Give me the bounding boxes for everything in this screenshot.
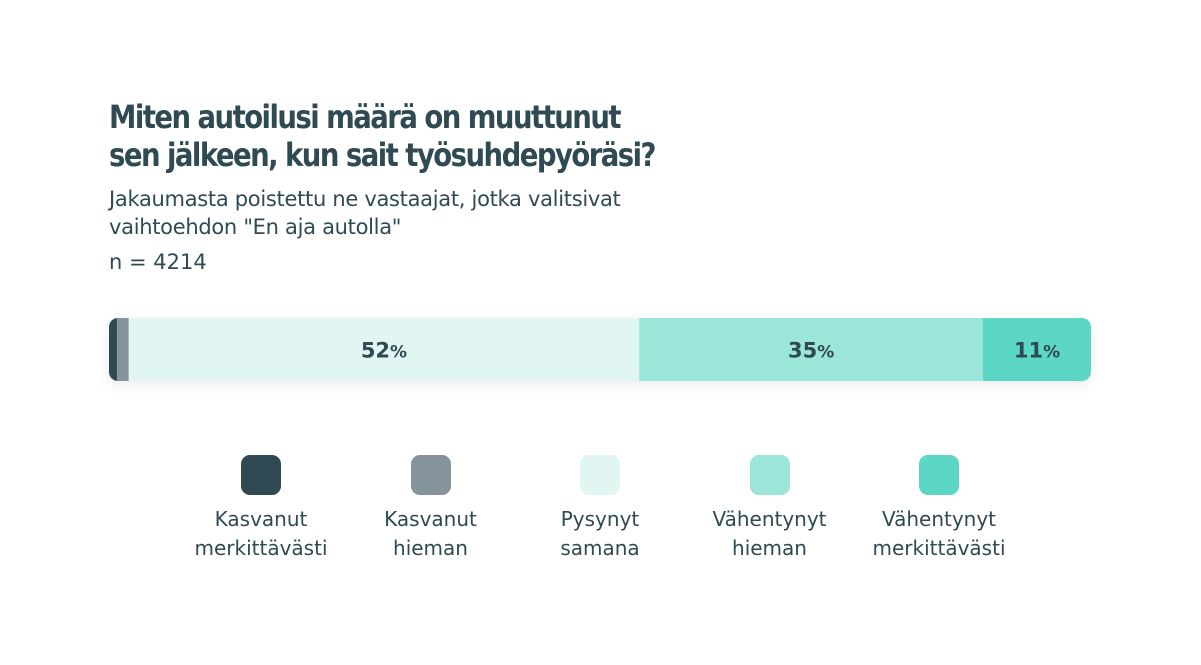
legend-item-4: Vähentynyt hieman xyxy=(685,455,855,563)
legend-label: Vähentynyt merkittävästi xyxy=(854,505,1024,563)
legend-label-line: Vähentynyt xyxy=(712,507,827,531)
data-label-value: 11 xyxy=(1014,339,1043,363)
legend-item-2: Kasvanut hieman xyxy=(346,455,516,563)
sample-size-label: n = 4214 xyxy=(109,250,207,274)
chart-subtitle-line: vaihtoehdon "En aja autolla" xyxy=(109,215,402,239)
legend-label-line: hieman xyxy=(393,536,468,560)
data-label-value: 52 xyxy=(361,339,390,363)
chart-subtitle-line: Jakaumasta poistettu ne vastaajat, jotka… xyxy=(109,187,621,211)
bar-segment-3 xyxy=(128,318,640,381)
bar-segment-4 xyxy=(639,318,984,381)
data-label-5: 11% xyxy=(1014,339,1060,363)
legend-swatch xyxy=(410,455,451,495)
data-label-3: 52% xyxy=(361,339,407,363)
bar-segment-2 xyxy=(116,318,130,381)
legend-item-5: Vähentynyt merkittävästi xyxy=(854,455,1024,563)
legend-swatch xyxy=(241,455,281,495)
legend-swatch xyxy=(749,455,790,495)
data-label-value: 35 xyxy=(788,339,817,363)
chart-subtitle: Jakaumasta poistettu ne vastaajat, jotka… xyxy=(109,185,749,241)
legend-label: Kasvanut merkittävästi xyxy=(176,505,346,563)
legend-label-line: merkittävästi xyxy=(872,536,1006,560)
bar-segment-5 xyxy=(982,318,1091,381)
legend-item-1: Kasvanut merkittävästi xyxy=(176,455,346,563)
legend-swatch xyxy=(580,455,620,495)
data-label-unit: % xyxy=(817,343,834,363)
legend-item-3: Pysynyt samana xyxy=(515,455,685,563)
legend-label-line: Vähentynyt xyxy=(881,507,997,531)
bar-segment-1 xyxy=(109,318,118,381)
legend-label-line: hieman xyxy=(732,536,807,560)
legend-label-line: Pysynyt xyxy=(560,507,640,531)
legend-label-line: merkittävästi xyxy=(194,536,328,560)
data-label-unit: % xyxy=(390,343,407,363)
legend-label-line: Kasvanut xyxy=(214,507,308,531)
data-label-4: 35% xyxy=(788,339,834,363)
legend-swatch xyxy=(919,455,959,495)
chart-title-line: sen jälkeen, kun sait työsuhdepyöräsi? xyxy=(109,136,656,174)
legend-label-line: Kasvanut xyxy=(384,507,477,531)
data-label-unit: % xyxy=(1043,343,1060,363)
chart-title: Miten autoilusi määrä on muuttunut sen j… xyxy=(109,98,656,174)
chart-title-line: Miten autoilusi määrä on muuttunut xyxy=(109,98,622,136)
legend-label-line: samana xyxy=(560,536,640,560)
stacked-bar-svg: 52% 35% 11% xyxy=(109,318,1091,381)
legend: Kasvanut merkittävästi Kasvanut hieman Pysyn… xyxy=(176,455,1036,575)
legend-label: Kasvanut hieman xyxy=(346,505,516,563)
legend-label: Pysynyt samana xyxy=(515,505,685,563)
stacked-bar: 52% 35% 11% xyxy=(109,318,1091,381)
legend-label: Vähentynyt hieman xyxy=(685,505,855,563)
